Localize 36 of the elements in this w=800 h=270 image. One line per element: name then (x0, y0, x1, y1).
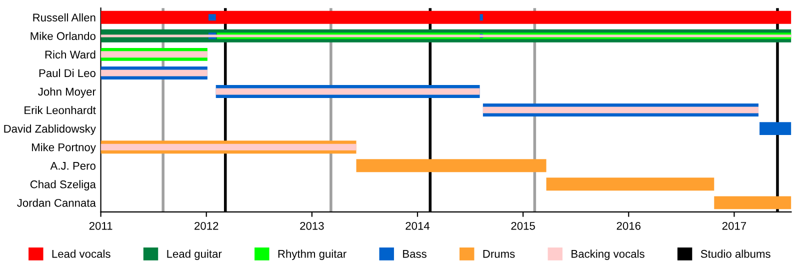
bar (546, 178, 714, 191)
bar (100, 70, 208, 76)
x-tick-label: 2016 (616, 222, 640, 230)
legend-label: Backing vocals (572, 250, 644, 260)
bar (216, 88, 480, 95)
legend-label: Lead vocals (52, 250, 110, 258)
y-tick-label: John Moyer (38, 87, 96, 98)
y-tick-label: Mike Orlando (30, 32, 96, 40)
bar (482, 106, 758, 114)
y-tick-label: Mike Portnoy (32, 143, 96, 154)
x-tick-label: 2012 (194, 222, 218, 230)
bar (760, 122, 792, 136)
x-tick-label: 2013 (300, 222, 324, 230)
y-tick-label: A.J. Pero (50, 162, 96, 170)
bar (100, 144, 356, 150)
x-tick-label: 2011 (89, 222, 112, 230)
legend-label: Lead guitar (167, 250, 222, 260)
y-tick-label: David Zablidowsky (4, 124, 96, 135)
bar (100, 51, 208, 58)
bar (480, 14, 483, 21)
legend-label: Drums (483, 250, 515, 258)
y-tick-label: Paul Di Leo (39, 68, 96, 78)
y-tick-label: Erik Leonhardt (24, 106, 96, 114)
legend-label: Bass (403, 250, 426, 258)
y-tick-label: Jordan Cannata (17, 198, 96, 207)
bar (714, 196, 792, 210)
legend-label: Studio albums (700, 250, 770, 258)
x-tick-label: 2014 (406, 222, 430, 230)
x-tick-label: 2017 (722, 222, 746, 230)
y-tick-label: Rich Ward (45, 50, 96, 59)
bar (100, 10, 792, 24)
x-tick-label: 2015 (511, 222, 535, 230)
y-tick-label: Russell Allen (33, 13, 96, 22)
bar (356, 159, 546, 172)
legend-label: Rhythm guitar (278, 250, 346, 260)
y-tick-label: Chad Szeliga (30, 180, 96, 190)
